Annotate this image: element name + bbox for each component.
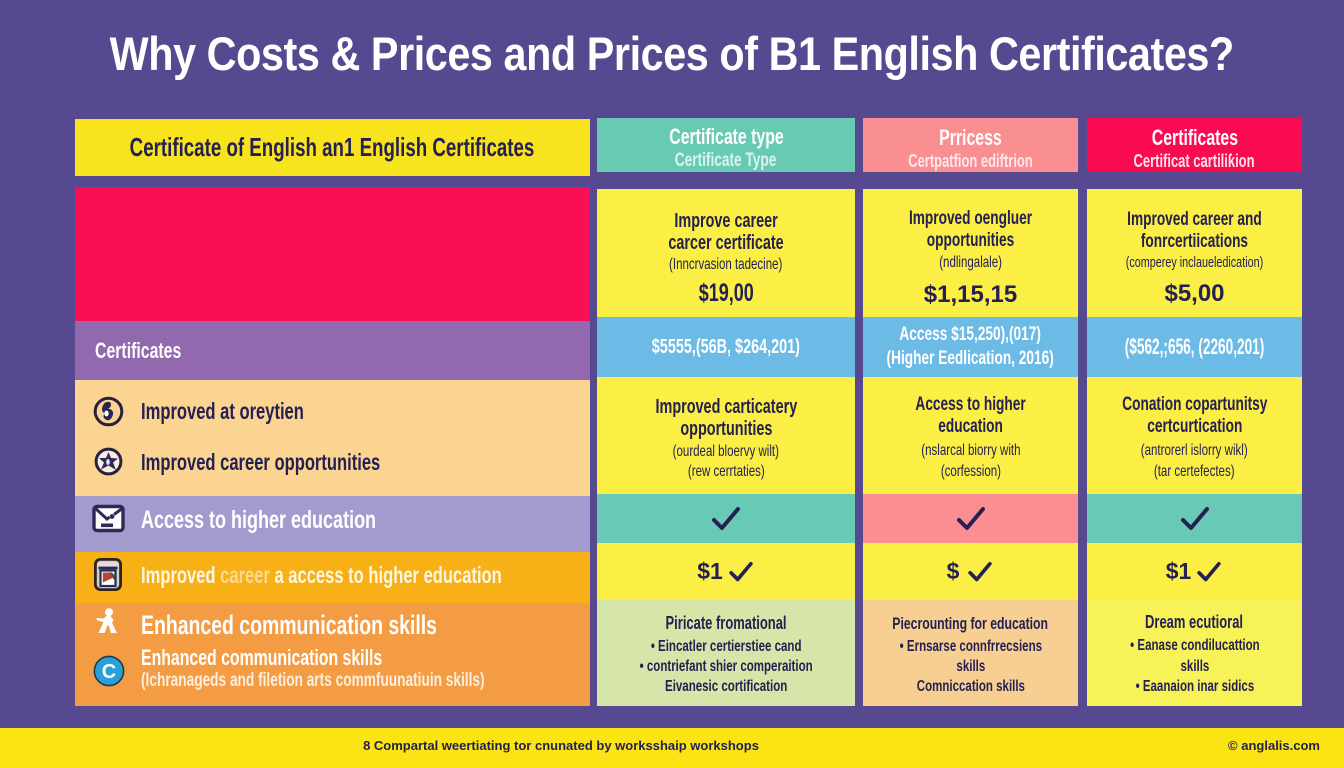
svg-text:C: C — [102, 661, 116, 683]
